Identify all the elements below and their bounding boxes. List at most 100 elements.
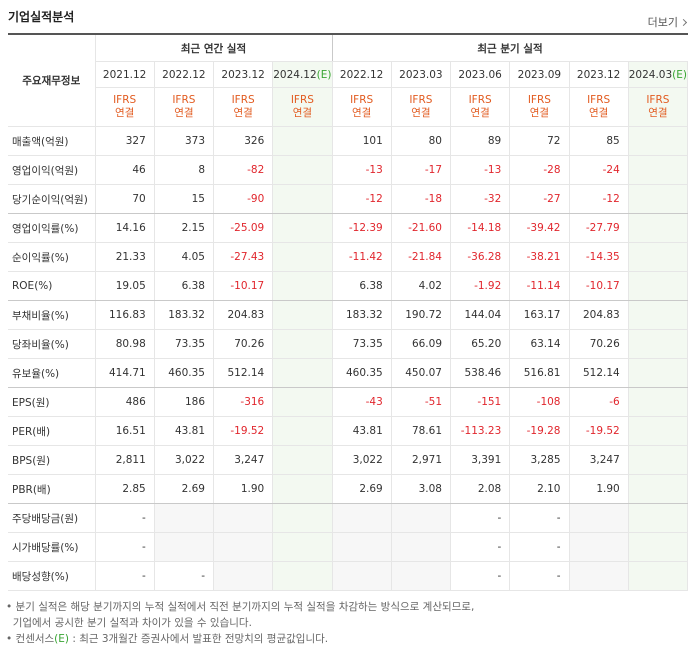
cell: - — [509, 503, 570, 533]
cell: -10.17 — [569, 271, 629, 301]
cell — [628, 358, 689, 388]
cell — [272, 358, 333, 388]
note-text: 분기 실적은 해당 분기까지의 누적 실적에서 직전 분기까지의 누적 실적을 … — [15, 601, 475, 613]
cell — [628, 329, 689, 359]
cell: 63.14 — [509, 329, 570, 359]
cell: 3,247 — [213, 445, 274, 475]
cell: - — [450, 561, 511, 591]
data-row: 시가배당률(%) - - - — [8, 532, 689, 562]
cell: -27 — [509, 184, 570, 214]
cell: -21.84 — [391, 242, 452, 272]
cell: 144.04 — [450, 300, 511, 330]
cell: -151 — [450, 387, 511, 417]
basis: IFRS — [468, 94, 492, 106]
row-label: PER(배) — [8, 416, 96, 446]
cell: -24 — [569, 155, 629, 185]
basis-header: IFRS 연결 — [450, 87, 511, 127]
basis: IFRS — [646, 94, 670, 106]
cell: 1.90 — [569, 474, 629, 504]
cell: 46 — [95, 155, 155, 185]
cell — [628, 532, 689, 562]
period: 2022.12 — [162, 68, 206, 81]
basis: 연결 — [174, 107, 194, 119]
cell — [628, 155, 689, 185]
basis: IFRS — [290, 94, 314, 106]
cell: -17 — [391, 155, 452, 185]
cell: 65.20 — [450, 329, 511, 359]
cell: 2.69 — [331, 474, 392, 504]
cell: -27.79 — [569, 213, 629, 243]
cell — [628, 126, 689, 156]
basis: 연결 — [529, 107, 550, 119]
cell: 3,247 — [569, 445, 629, 475]
period-header: 2024.12(E) — [272, 61, 333, 88]
cell: -39.42 — [509, 213, 570, 243]
cell: 2.10 — [509, 474, 570, 504]
cell — [628, 503, 689, 533]
cell: 73.35 — [154, 329, 215, 359]
cell: 450.07 — [391, 358, 452, 388]
cell — [272, 329, 333, 359]
data-row: 유보율(%) 414.71 460.35 512.14 460.35 450.07 538.… — [8, 358, 689, 388]
group-header: 최근 분기 실적 — [331, 33, 688, 62]
cell: 2.15 — [154, 213, 215, 243]
row-label: 시가배당률(%) — [8, 532, 96, 562]
cell: -32 — [450, 184, 511, 214]
cell: -51 — [391, 387, 452, 417]
basis: 연결 — [648, 107, 668, 119]
basis: 연결 — [351, 107, 372, 119]
cell: - — [509, 561, 570, 591]
cell — [213, 561, 274, 591]
cell: 460.35 — [331, 358, 392, 388]
cell: 460.35 — [154, 358, 215, 388]
cell: 2,971 — [391, 445, 452, 475]
note: • 분기 실적은 해당 분기까지의 누적 실적에서 직전 분기까지의 누적 실적… — [6, 599, 474, 631]
cell: 3,391 — [450, 445, 511, 475]
row-label: PBR(배) — [8, 474, 96, 504]
cell — [628, 387, 689, 417]
basis-header: IFRS 연결 — [331, 87, 392, 127]
data-row: 영업이익률(%) 14.16 2.15 -25.09 -12.39 -21.60 -14.1… — [8, 213, 689, 243]
cell: 66.09 — [391, 329, 452, 359]
cell: 16.51 — [95, 416, 155, 446]
cell: 326 — [213, 126, 274, 156]
cell: 70.26 — [213, 329, 274, 359]
basis-header: IFRS 연결 — [154, 87, 215, 127]
period-header: 2023.12 — [213, 61, 274, 88]
cell: 8 — [154, 155, 215, 185]
cell: 516.81 — [509, 358, 570, 388]
cell: -19.52 — [569, 416, 629, 446]
basis: 연결 — [411, 107, 431, 119]
cell — [154, 532, 215, 562]
cell: 80 — [391, 126, 452, 156]
cell: 80.98 — [95, 329, 155, 359]
data-row: 배당성향(%) - - - - — [8, 561, 689, 591]
basis-header: IFRS 연결 — [628, 87, 689, 127]
cell — [272, 474, 333, 504]
cell — [569, 561, 629, 591]
cell: -90 — [213, 184, 274, 214]
more-link[interactable]: 더보기 — [648, 14, 686, 30]
period-header: 2024.03(E) — [628, 61, 689, 88]
cell — [272, 271, 333, 301]
basis-header: IFRS 연결 — [569, 87, 629, 127]
basis: IFRS — [231, 94, 255, 106]
cell: 14.16 — [95, 213, 155, 243]
row-label: 주당배당금(원) — [8, 503, 96, 533]
cell — [391, 503, 452, 533]
cell: 414.71 — [95, 358, 155, 388]
note-line: • 분기 실적은 해당 분기까지의 누적 실적에서 직전 분기까지의 누적 실적… — [6, 601, 475, 613]
cell — [272, 126, 333, 156]
note-text: 기업에서 공시한 분기 실적과 차이가 있을 수 있습니다. — [12, 617, 252, 629]
note-text: 컨센서스 — [15, 633, 55, 645]
cell — [272, 242, 333, 272]
cell — [272, 445, 333, 475]
cell: 204.83 — [213, 300, 274, 330]
data-row: 순이익률(%) 21.33 4.05 -27.43 -11.42 -21.84 -36.28… — [8, 242, 689, 272]
cell: -11.42 — [331, 242, 392, 272]
period-header: 2023.03 — [391, 61, 452, 88]
cell: - — [95, 561, 155, 591]
header-row: 주요재무정보 최근 연간 실적 최근 분기 실적 — [8, 33, 688, 127]
cell: -38.21 — [509, 242, 570, 272]
cell: - — [95, 503, 155, 533]
